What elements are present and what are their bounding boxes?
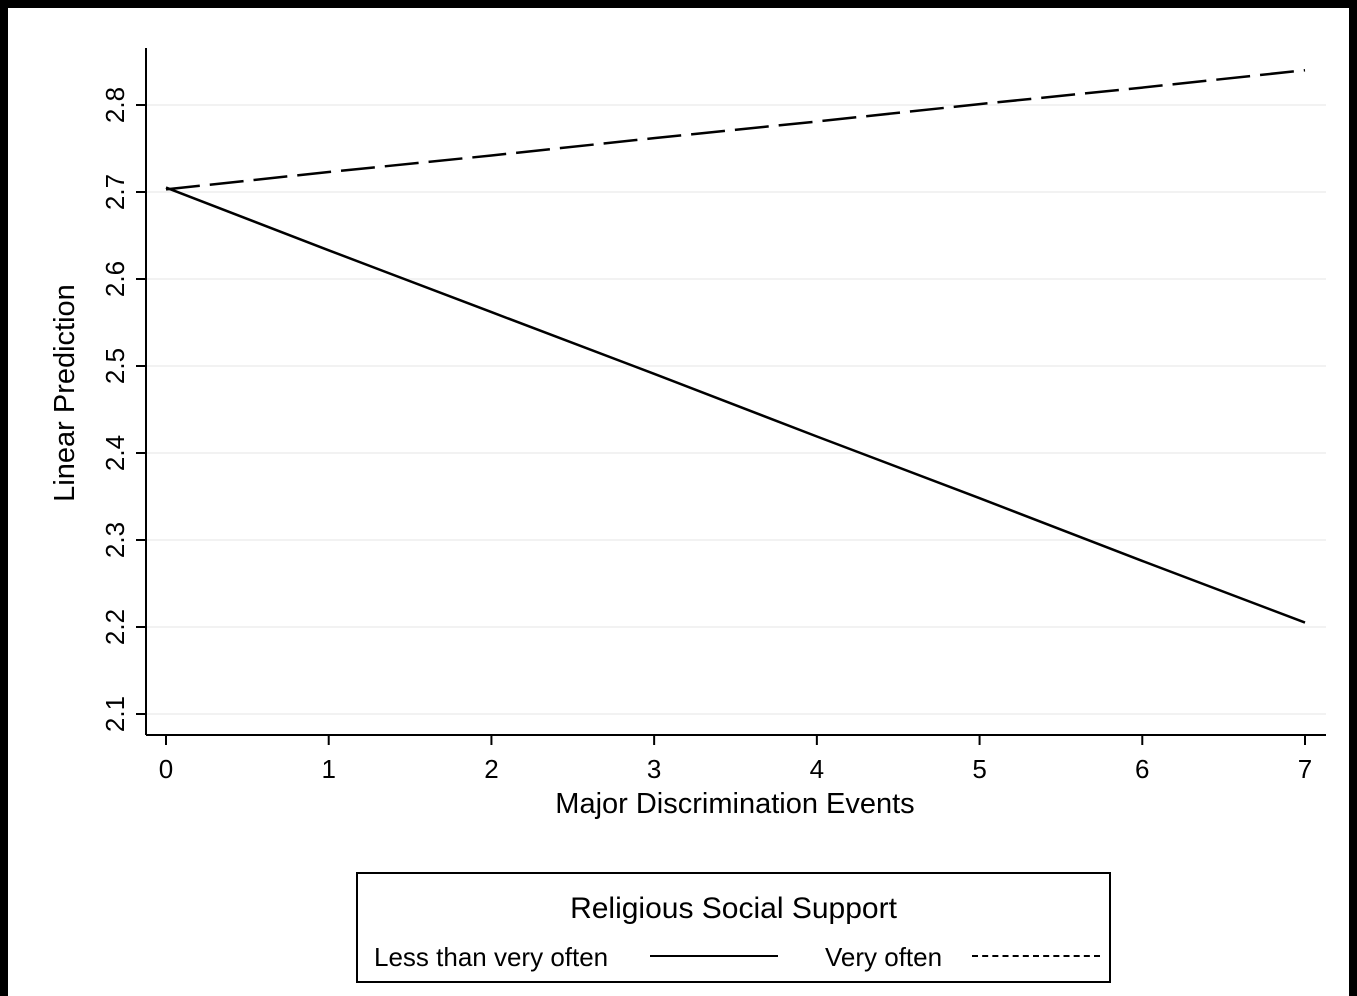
y-tick-label: 2.3 (100, 522, 130, 558)
legend-title: Religious Social Support (570, 892, 897, 925)
y-tick-label: 2.7 (100, 174, 130, 210)
legend-swatch-dashed (972, 955, 1100, 957)
tick-labels: 2.1 2.2 2.3 2.4 2.5 2.6 2.7 2.8 0 1 2 3 4 5 6 7 (100, 87, 1312, 784)
x-tick-label: 4 (810, 754, 824, 784)
x-tick-label: 0 (159, 754, 173, 784)
legend: Religious Social Support Less than very … (356, 872, 1111, 983)
series-line-very-often (165, 68, 1306, 191)
grid-lines (146, 104, 1326, 715)
legend-label-less-than-very-often: Less than very often (374, 942, 609, 972)
x-tick-label: 7 (1298, 754, 1312, 784)
legend-label-very-often: Very often (825, 942, 943, 972)
y-tick-label: 2.1 (100, 696, 130, 732)
y-axis-title: Linear Prediction (49, 284, 81, 502)
x-axis-title: Major Discrimination Events (555, 788, 914, 820)
x-tick-label: 3 (647, 754, 661, 784)
y-tick-label: 2.5 (100, 348, 130, 384)
y-tick-label: 2.8 (100, 87, 130, 123)
axes (136, 48, 1326, 745)
x-tick-label: 1 (321, 754, 335, 784)
y-tick-label: 2.4 (100, 435, 130, 471)
y-tick-label: 2.6 (100, 261, 130, 297)
series-lines (165, 68, 1306, 624)
x-tick-label: 6 (1135, 754, 1149, 784)
legend-swatch-solid (650, 955, 778, 957)
line-chart: 2.1 2.2 2.3 2.4 2.5 2.6 2.7 2.8 0 1 2 3 4 5 6 7 Major D… (49, 48, 1326, 820)
series-line-less-than-very-often (165, 186, 1306, 624)
x-tick-label: 2 (484, 754, 498, 784)
y-tick-label: 2.2 (100, 609, 130, 645)
x-tick-label: 5 (972, 754, 986, 784)
